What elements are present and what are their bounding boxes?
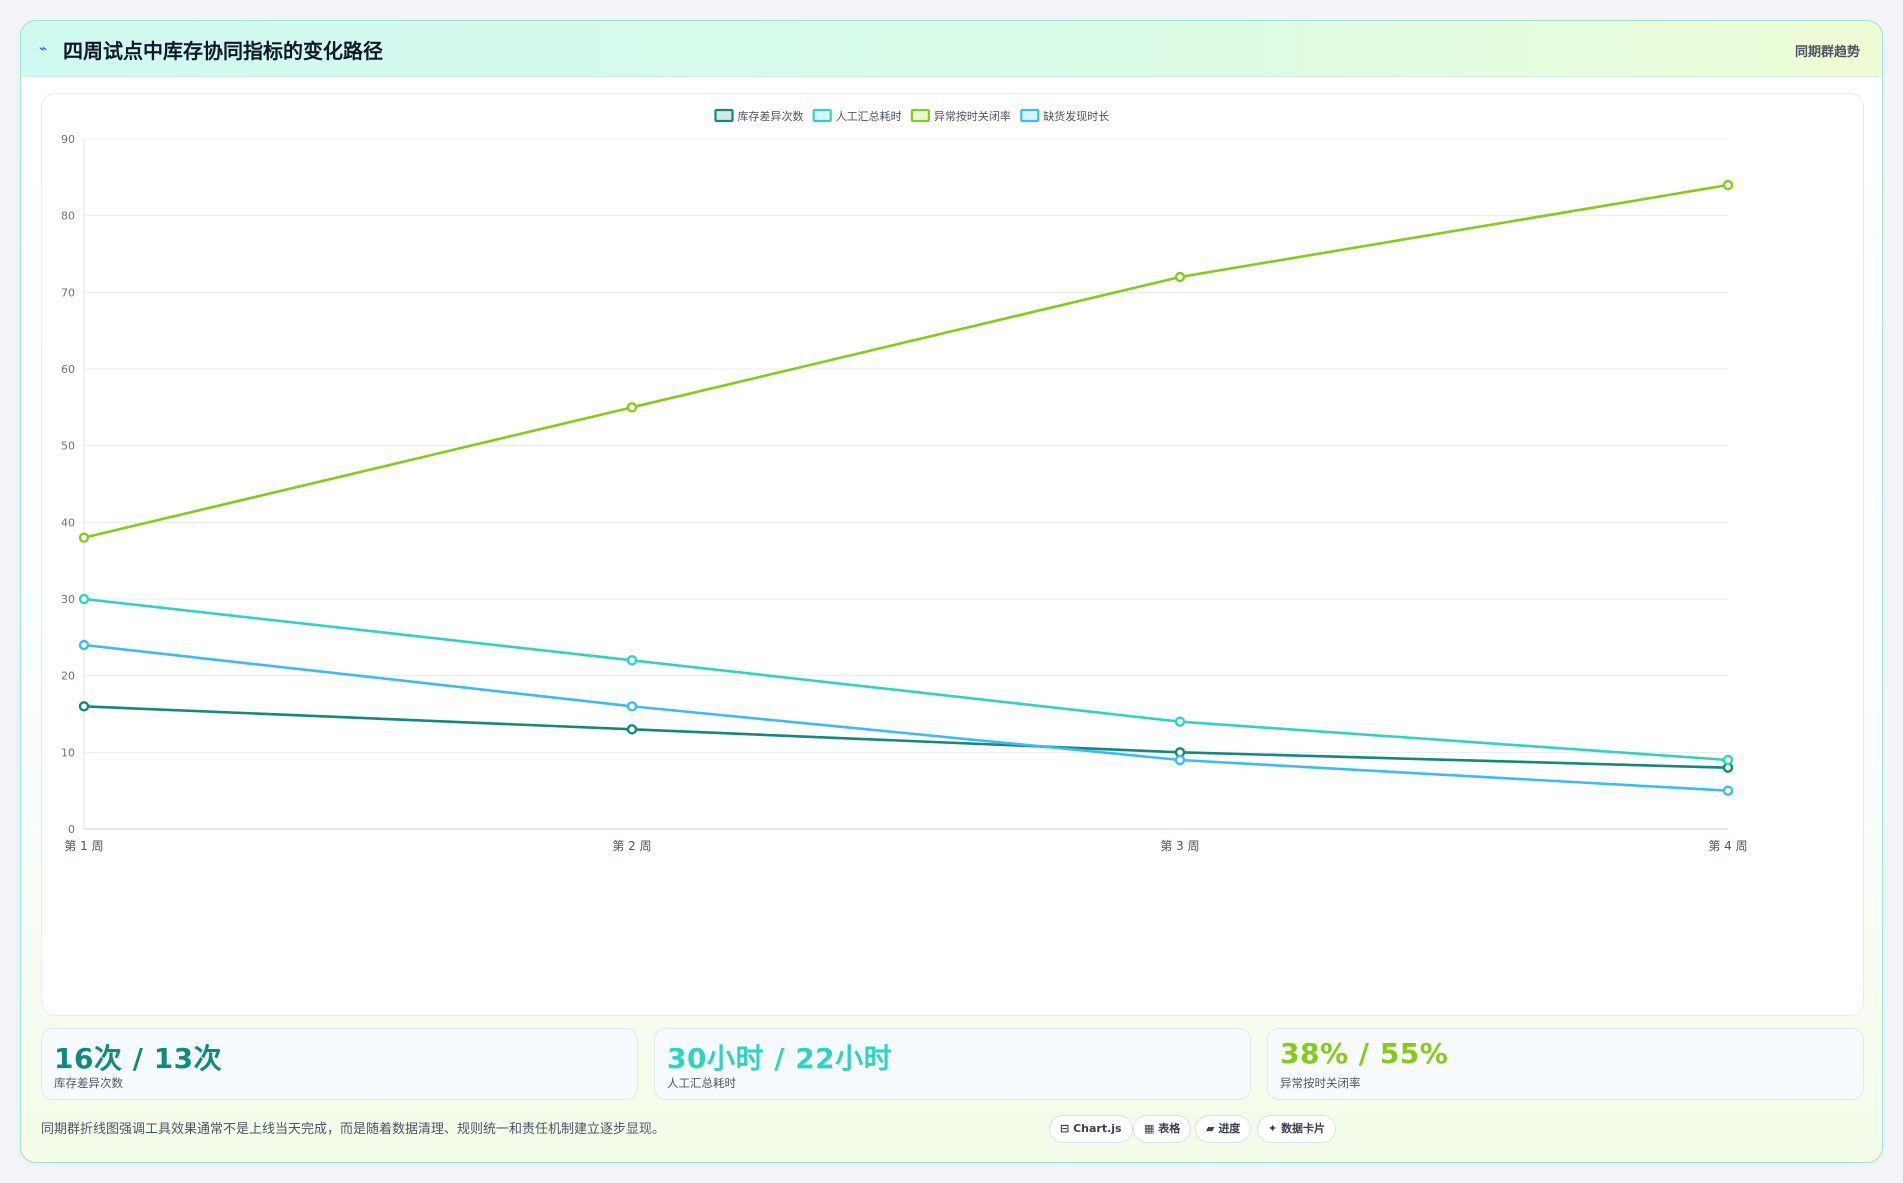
stat-value: 16次 / 13次 bbox=[54, 1042, 223, 1075]
x-tick-label: 第 1 周 bbox=[64, 839, 103, 853]
stat-value: 38% / 55% bbox=[1280, 1037, 1449, 1070]
card-title: 四周试点中库存协同指标的变化路径 bbox=[63, 39, 383, 63]
progress-icon: ▰ bbox=[1206, 1122, 1215, 1135]
y-tick-label: 80 bbox=[61, 210, 75, 223]
chip-label: 表格 bbox=[1158, 1122, 1181, 1135]
data-point bbox=[1174, 754, 1186, 766]
x-tick-label: 第 3 周 bbox=[1160, 839, 1199, 853]
series-line bbox=[83, 643, 1729, 792]
stat-label: 库存差异次数 bbox=[54, 1076, 123, 1090]
y-tick-label: 70 bbox=[61, 286, 75, 299]
legend-label: 库存差异次数 bbox=[738, 109, 804, 123]
cohort-tag: 同期群趋势 bbox=[1794, 45, 1860, 60]
line-chart: 0 10 20 30 40 50 60 70 80 90 第 1 周 第 2 周 第 3 周 第 4 周 库… bbox=[61, 108, 1748, 853]
data-point bbox=[626, 402, 638, 413]
chip-label: Chart.js bbox=[1073, 1122, 1122, 1135]
chip-data-card[interactable]: ✦ 数据卡片 bbox=[1257, 1115, 1337, 1143]
legend-swatch bbox=[714, 108, 734, 123]
legend-swatch bbox=[812, 108, 832, 123]
stat-label: 人工汇总耗时 bbox=[667, 1076, 736, 1090]
x-tick-label: 第 4 周 bbox=[1708, 839, 1747, 853]
sparkle-icon: ✦ bbox=[1268, 1122, 1278, 1135]
data-point bbox=[1174, 271, 1186, 283]
data-point bbox=[626, 701, 638, 712]
data-point bbox=[626, 655, 638, 666]
chart-card: ⌁ 四周试点中库存协同指标的变化路径 同期群趋势 0 10 20 30 40 50 60 70… bbox=[20, 20, 1883, 1163]
y-tick-label: 40 bbox=[61, 516, 75, 529]
legend-label: 人工汇总耗时 bbox=[836, 109, 902, 123]
y-tick-label: 20 bbox=[61, 670, 75, 683]
data-point bbox=[1722, 179, 1734, 191]
chip-label: 数据卡片 bbox=[1281, 1122, 1326, 1135]
chip-table[interactable]: ▦ 表格 bbox=[1133, 1115, 1192, 1143]
y-tick-label: 60 bbox=[61, 363, 75, 376]
chip-label: 进度 bbox=[1218, 1122, 1241, 1135]
card-header: ⌁ 四周试点中库存协同指标的变化路径 同期群趋势 bbox=[21, 21, 1882, 77]
data-point bbox=[1722, 785, 1734, 796]
chart-icon: ⊟ bbox=[1060, 1122, 1070, 1135]
series-line bbox=[83, 183, 1729, 539]
y-tick-label: 30 bbox=[61, 593, 75, 606]
data-point bbox=[1174, 716, 1186, 727]
data-point bbox=[78, 639, 90, 651]
y-tick-label: 90 bbox=[61, 133, 75, 146]
trend-icon: ⌁ bbox=[39, 41, 48, 57]
data-point bbox=[78, 701, 90, 712]
stat-value: 30小时 / 22小时 bbox=[667, 1042, 893, 1075]
data-point bbox=[1722, 754, 1734, 766]
data-point bbox=[78, 532, 90, 543]
stat-card-3: 38% / 55% 异常按时关闭率 bbox=[1267, 1028, 1864, 1100]
stat-card-1: 16次 / 13次 库存差异次数 bbox=[41, 1028, 638, 1100]
stat-label: 异常按时关闭率 bbox=[1280, 1076, 1361, 1090]
y-tick-label: 10 bbox=[61, 746, 75, 759]
data-point bbox=[78, 593, 90, 605]
legend-label: 异常按时关闭率 bbox=[934, 109, 1011, 123]
legend-swatch bbox=[910, 108, 931, 123]
footnote: 同期群折线图强调工具效果通常不是上线当天完成，而是随着数据清理、规则统一和责任机… bbox=[41, 1122, 666, 1137]
x-tick-label: 第 2 周 bbox=[612, 839, 651, 853]
chart-panel: 0 10 20 30 40 50 60 70 80 90 第 1 周 第 2 周 第 3 周 第 4 周 库… bbox=[41, 93, 1864, 1016]
legend-label: 缺货发现时长 bbox=[1043, 109, 1109, 123]
series-line bbox=[83, 705, 1729, 769]
legend-swatch bbox=[1020, 108, 1040, 123]
y-tick-label: 0 bbox=[68, 823, 75, 836]
stat-card-2: 30小时 / 22小时 人工汇总耗时 bbox=[654, 1028, 1251, 1100]
table-icon: ▦ bbox=[1144, 1122, 1155, 1135]
data-point bbox=[626, 724, 638, 735]
chip-progress[interactable]: ▰ 进度 bbox=[1195, 1115, 1252, 1143]
series-line bbox=[83, 597, 1729, 762]
y-tick-label: 50 bbox=[61, 440, 75, 453]
chip-chartjs[interactable]: ⊟ Chart.js bbox=[1049, 1115, 1133, 1143]
